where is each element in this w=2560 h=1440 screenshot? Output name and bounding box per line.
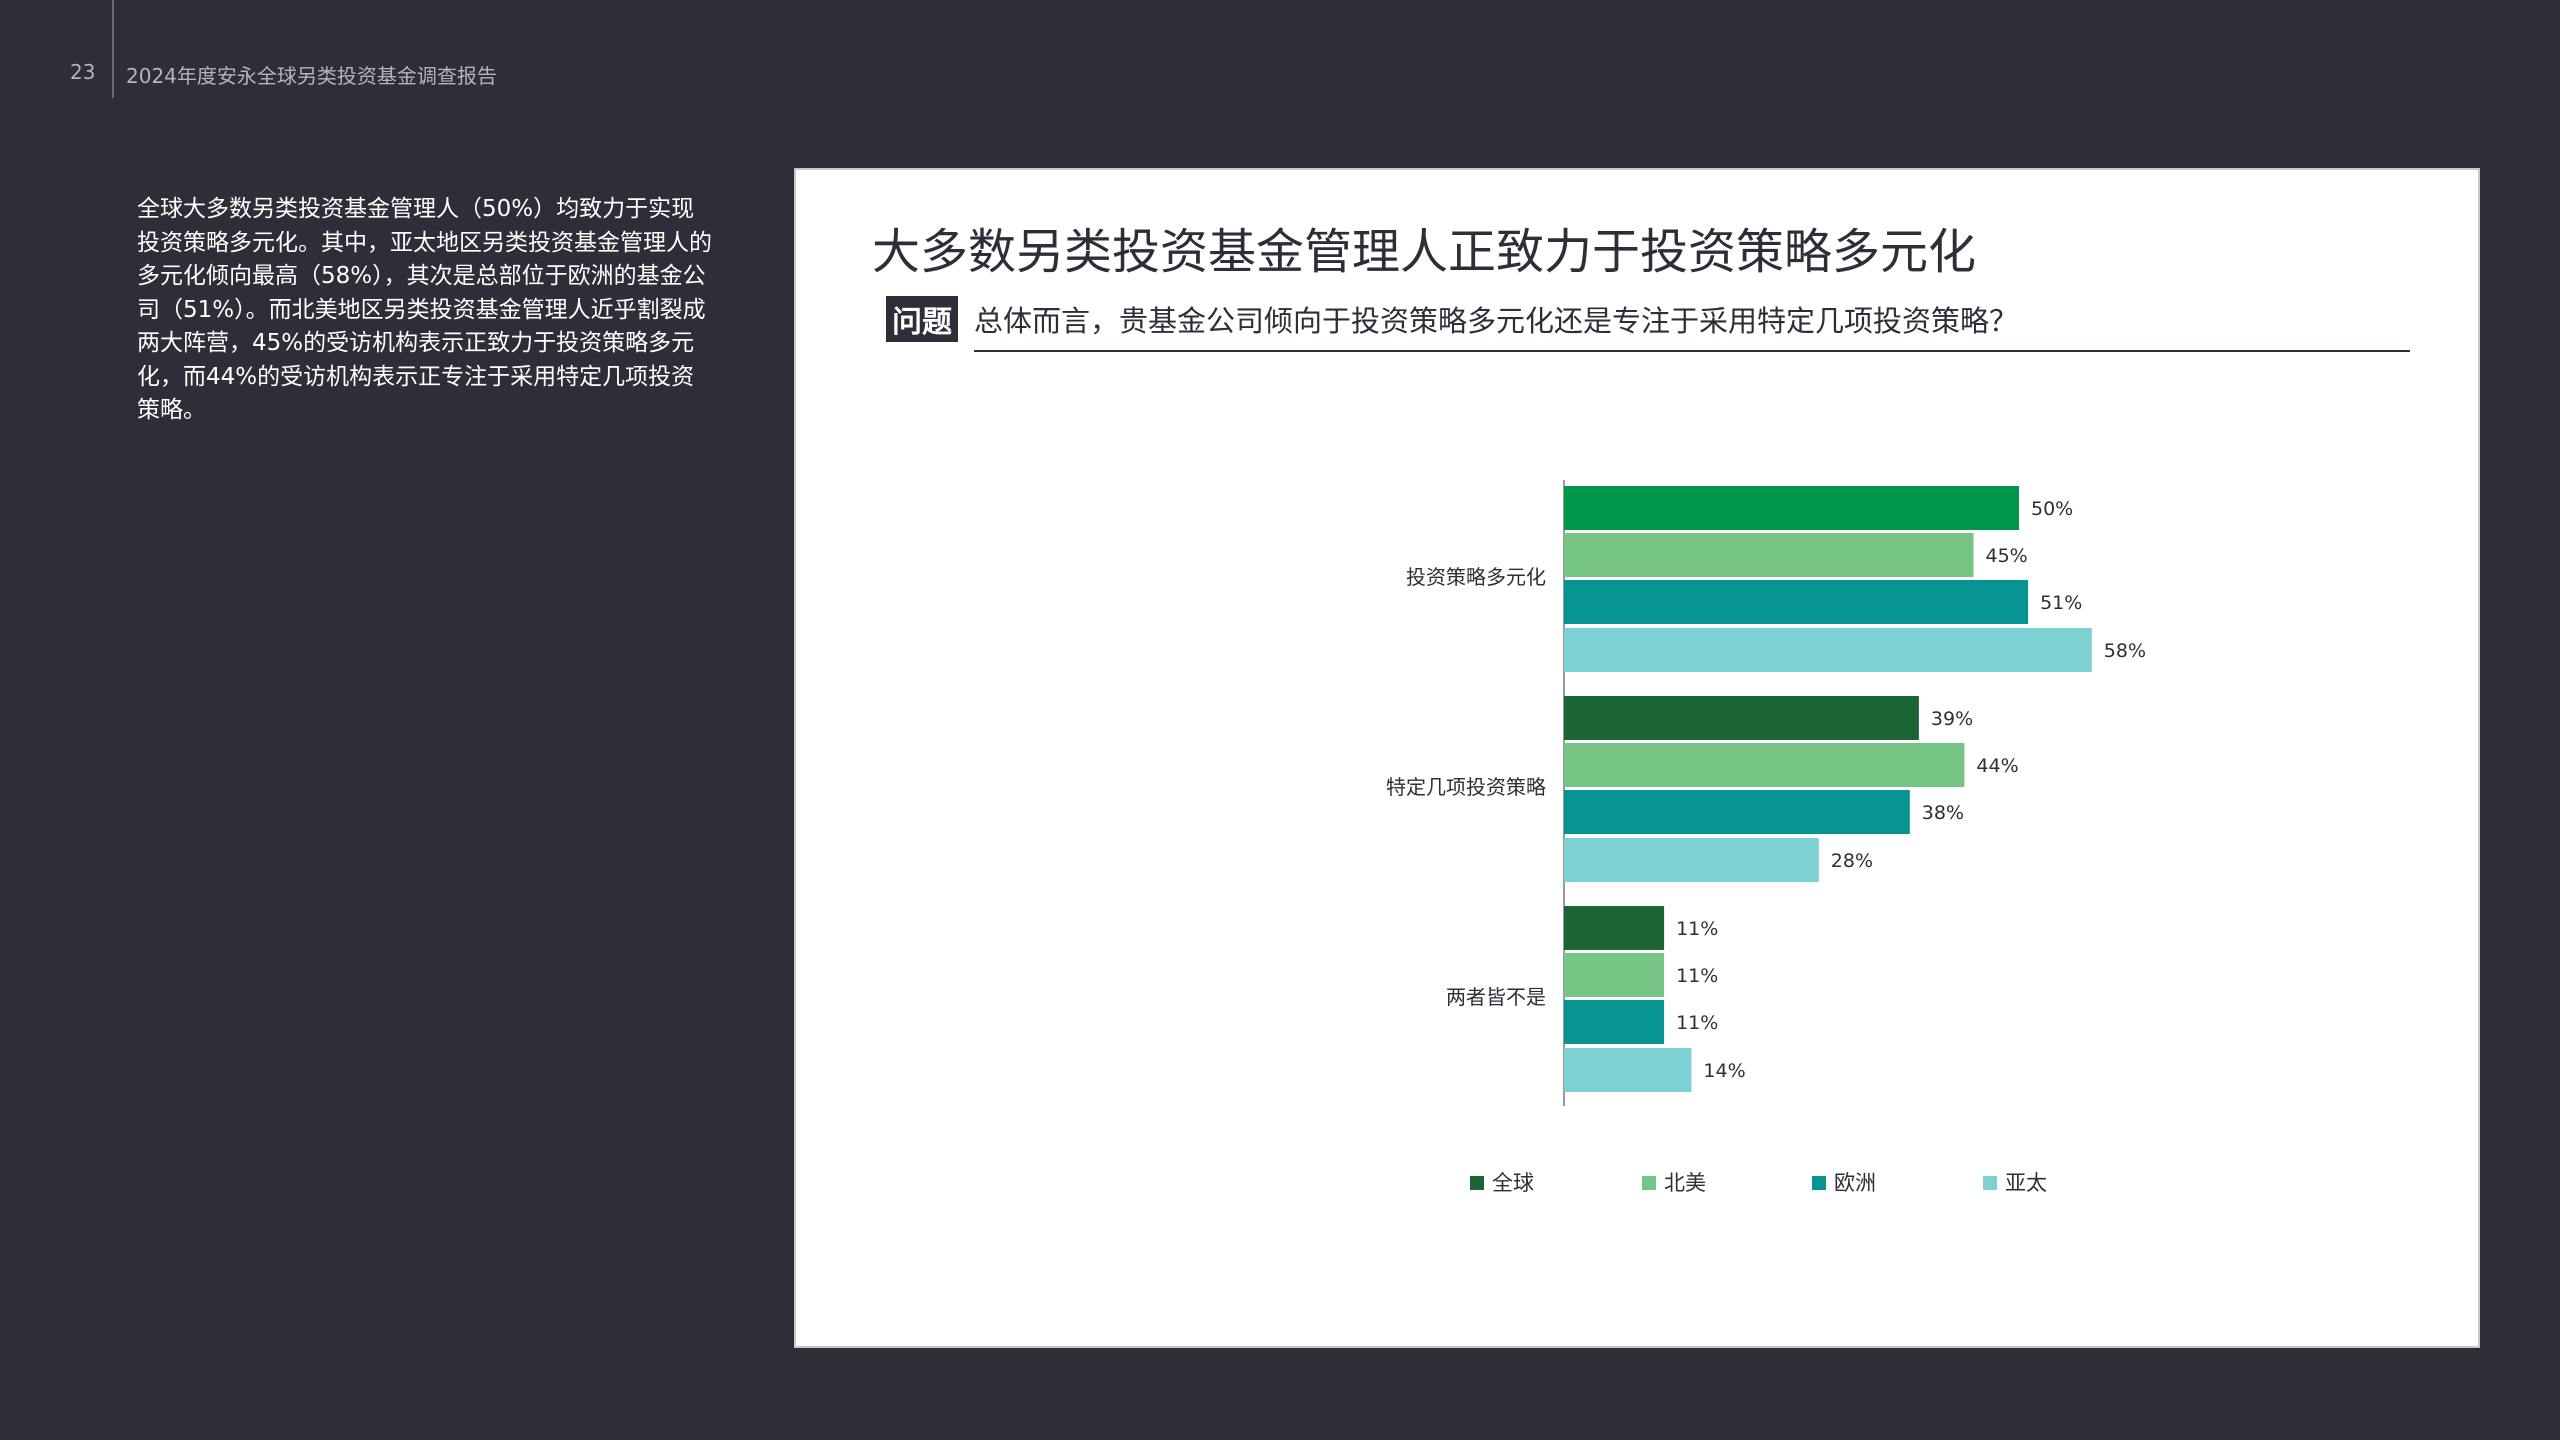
legend-label: 全球 [1492,1171,1534,1195]
data-label: 51% [2040,592,2082,614]
bar-欧洲 [1564,790,1910,834]
data-label: 58% [2104,640,2146,662]
bar-亚太 [1564,838,1819,882]
data-label: 39% [1931,708,1973,730]
data-label: 44% [1976,755,2018,777]
bar-全球 [1564,906,1665,950]
legend-label: 北美 [1664,1171,1706,1195]
legend-label: 亚太 [2005,1171,2047,1195]
legend-swatch-北美 [1642,1176,1656,1190]
data-label: 11% [1676,965,1718,987]
bar-亚太 [1564,1048,1692,1092]
chart-panel: 大多数另类投资基金管理人正致力于投资策略多元化 问题 总体而言，贵基金公司倾向于… [794,168,2480,1348]
bar-全球 [1564,696,1919,740]
bar-chart: 投资策略多元化 50% 45% 51% 58% 特定几项投资策略 39% 44% 38% 28% 两… [1386,480,2146,1195]
header-divider [112,0,114,98]
chart-title: 大多数另类投资基金管理人正致力于投资策略多元化 [872,224,1977,280]
bar-全球 [1564,486,2019,530]
data-label: 14% [1703,1060,1745,1082]
data-label: 38% [1922,802,1964,824]
data-label: 11% [1676,1012,1718,1034]
page-number: 23 [70,60,96,84]
bar-欧洲 [1564,580,2029,624]
bar-北美 [1564,743,1965,787]
legend-label: 欧洲 [1834,1171,1876,1195]
question-text: 总体而言，贵基金公司倾向于投资策略多元化还是专注于采用特定几项投资策略？ [974,304,2019,338]
bar-北美 [1564,533,1974,577]
data-label: 11% [1676,918,1718,940]
data-label: 45% [1986,545,2028,567]
bar-亚太 [1564,628,2092,672]
data-label: 50% [2031,498,2073,520]
report-title: 2024年度安永全球另类投资基金调查报告 [126,64,497,88]
intro-paragraph: 全球大多数另类投资基金管理人（50%）均致力于实现投资策略多元化。其中，亚太地区… [137,196,712,423]
question-badge: 问题 [886,296,958,342]
question-underline [974,350,2410,352]
category-label: 投资策略多元化 [1406,565,1546,589]
bar-欧洲 [1564,1000,1665,1044]
legend-swatch-欧洲 [1812,1176,1826,1190]
data-label: 28% [1831,850,1873,872]
legend-swatch-亚太 [1983,1176,1997,1190]
category-label: 特定几项投资策略 [1386,775,1546,799]
bar-北美 [1564,953,1665,997]
legend-swatch-全球 [1470,1176,1484,1190]
category-label: 两者皆不是 [1446,985,1546,1009]
